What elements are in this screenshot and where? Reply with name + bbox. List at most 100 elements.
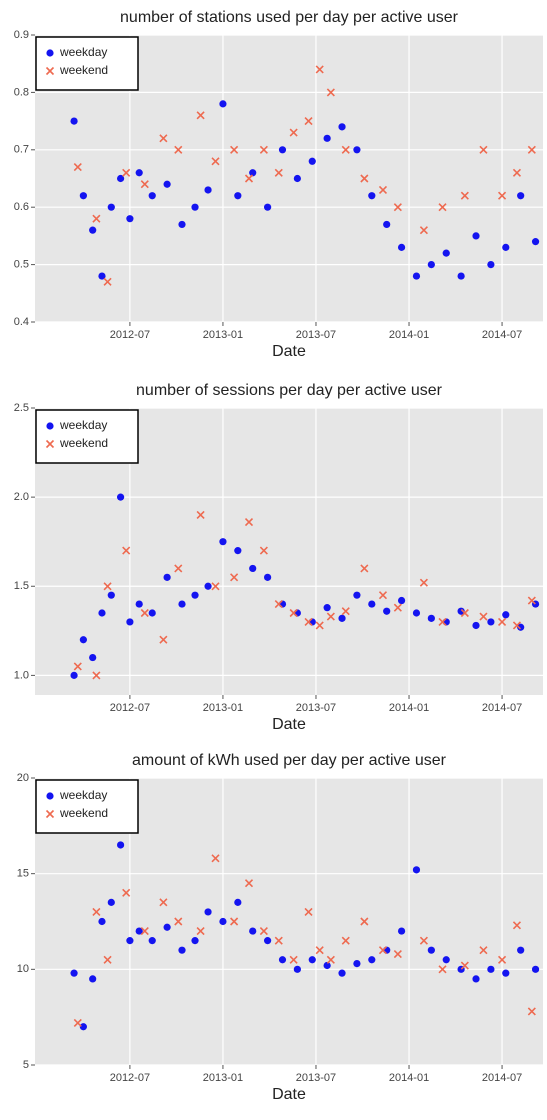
weekday-point bbox=[79, 192, 87, 200]
weekday-point bbox=[472, 621, 480, 630]
weekend-point bbox=[259, 145, 268, 154]
weekend-point bbox=[259, 927, 268, 936]
weekend-point bbox=[103, 955, 112, 964]
points bbox=[70, 493, 540, 680]
weekend-point bbox=[304, 617, 313, 626]
weekday-point bbox=[397, 243, 406, 251]
weekday-point bbox=[178, 220, 186, 229]
weekend-point bbox=[196, 510, 205, 520]
weekday-point bbox=[353, 959, 361, 968]
weekend-point bbox=[140, 180, 149, 189]
weekend-point bbox=[419, 578, 428, 587]
legend-box bbox=[35, 36, 139, 91]
weekday-point bbox=[234, 192, 242, 200]
x-tick-label: 2014-01 bbox=[389, 1072, 429, 1084]
weekend-point bbox=[479, 946, 488, 955]
chart-title: number of stations used per day per acti… bbox=[120, 9, 459, 26]
weekday-point bbox=[487, 261, 495, 269]
weekend-point bbox=[244, 174, 254, 183]
weekend-point bbox=[378, 946, 388, 955]
weekday-point bbox=[135, 600, 143, 608]
weekend-point bbox=[211, 854, 220, 863]
x-axis-title: Date bbox=[272, 343, 306, 360]
weekday-point bbox=[89, 653, 97, 662]
weekday-point bbox=[278, 146, 287, 154]
weekday-point bbox=[98, 609, 106, 617]
weekend-point bbox=[304, 907, 313, 916]
weekend-point bbox=[230, 917, 239, 926]
weekend-point bbox=[460, 961, 469, 970]
weekend-point bbox=[393, 603, 402, 612]
legend-marker bbox=[45, 809, 55, 819]
weekend-point bbox=[512, 921, 522, 930]
x-tick-label: 2014-07 bbox=[482, 329, 522, 341]
weekend-point bbox=[73, 1018, 82, 1027]
weekend-point bbox=[73, 662, 82, 671]
weekday-point bbox=[249, 927, 257, 935]
weekday-point bbox=[457, 607, 465, 615]
weekday-point bbox=[278, 956, 287, 964]
weekend-point bbox=[244, 879, 254, 888]
weekday-point bbox=[442, 956, 450, 964]
y-tick-label: 0.9 bbox=[14, 29, 29, 41]
weekday-point bbox=[442, 249, 450, 257]
y-tick-label: 1.5 bbox=[14, 580, 29, 592]
weekend-point bbox=[274, 936, 283, 945]
weekend-point bbox=[360, 917, 369, 926]
weekend-point bbox=[103, 277, 112, 286]
points bbox=[70, 65, 540, 286]
weekend-point bbox=[438, 965, 447, 974]
x-tick-label: 2014-01 bbox=[389, 702, 429, 714]
weekday-point bbox=[126, 618, 134, 626]
weekday-point bbox=[487, 965, 495, 973]
weekday-point bbox=[397, 596, 406, 605]
weekend-point bbox=[419, 936, 428, 945]
x-tick-label: 2013-01 bbox=[203, 329, 243, 341]
y-tick-label: 0.7 bbox=[14, 144, 29, 156]
weekend-point bbox=[438, 203, 447, 212]
weekday-point bbox=[204, 908, 212, 916]
weekday-point bbox=[116, 841, 125, 849]
weekday-point bbox=[234, 898, 242, 906]
weekday-point bbox=[70, 969, 78, 977]
weekday-point bbox=[531, 965, 540, 973]
weekday-point bbox=[293, 609, 301, 617]
weekend-point bbox=[140, 927, 149, 936]
weekday-point bbox=[368, 192, 376, 200]
x-tick-label: 2013-01 bbox=[203, 702, 243, 714]
weekend-point bbox=[341, 936, 350, 945]
weekday-point bbox=[531, 238, 540, 246]
weekend-point bbox=[103, 582, 112, 591]
weekend-point bbox=[289, 955, 298, 964]
weekday-point bbox=[293, 965, 301, 973]
weekday-point bbox=[148, 609, 156, 617]
weekend-point bbox=[196, 927, 205, 936]
weekday-point bbox=[264, 203, 272, 211]
weekday-point bbox=[368, 600, 376, 608]
weekday-point bbox=[323, 604, 331, 612]
legend-marker bbox=[45, 66, 55, 76]
weekend-point bbox=[360, 174, 369, 183]
weekend-point bbox=[92, 214, 101, 223]
weekday-point bbox=[191, 937, 199, 945]
points bbox=[70, 841, 540, 1031]
weekend-point bbox=[174, 145, 183, 154]
legend-label: weekday bbox=[59, 418, 107, 432]
weekend-point bbox=[497, 191, 507, 200]
weekday-point bbox=[249, 564, 257, 573]
weekday-point bbox=[383, 946, 391, 954]
legend-label: weekend bbox=[59, 63, 108, 77]
weekday-point bbox=[89, 226, 97, 234]
weekend-point bbox=[73, 162, 82, 172]
weekday-point bbox=[353, 591, 361, 599]
weekday-point bbox=[219, 917, 227, 926]
y-tick-label: 2.5 bbox=[14, 402, 29, 414]
legend-marker bbox=[46, 792, 54, 800]
weekend-point bbox=[230, 573, 239, 582]
weekend-point bbox=[393, 203, 402, 212]
weekday-point bbox=[338, 969, 346, 977]
legend-label: weekend bbox=[59, 436, 108, 450]
x-tick-label: 2012-07 bbox=[110, 1072, 150, 1084]
weekday-point bbox=[79, 636, 87, 644]
weekend-point bbox=[315, 946, 324, 955]
